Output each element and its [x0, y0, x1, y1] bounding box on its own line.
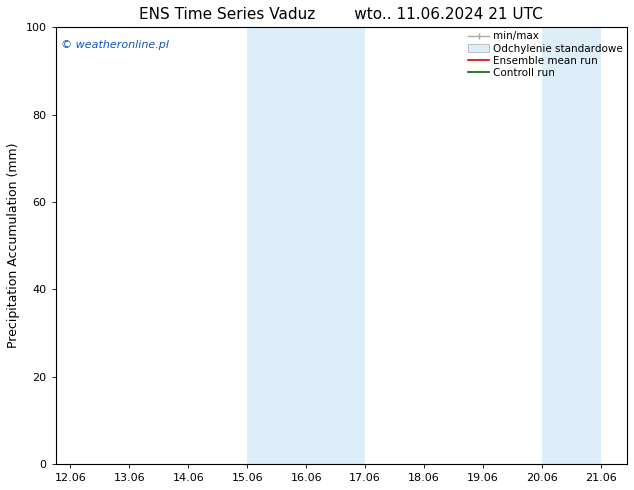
Bar	[542, 27, 601, 464]
Bar	[247, 27, 365, 464]
Legend: min/max, Odchylenie standardowe, Ensemble mean run, Controll run: min/max, Odchylenie standardowe, Ensembl…	[466, 29, 625, 80]
Title: ENS Time Series Vaduz        wto.. 11.06.2024 21 UTC: ENS Time Series Vaduz wto.. 11.06.2024 2…	[139, 7, 543, 22]
Y-axis label: Precipitation Accumulation (mm): Precipitation Accumulation (mm)	[7, 143, 20, 348]
Text: © weatheronline.pl: © weatheronline.pl	[61, 40, 169, 50]
